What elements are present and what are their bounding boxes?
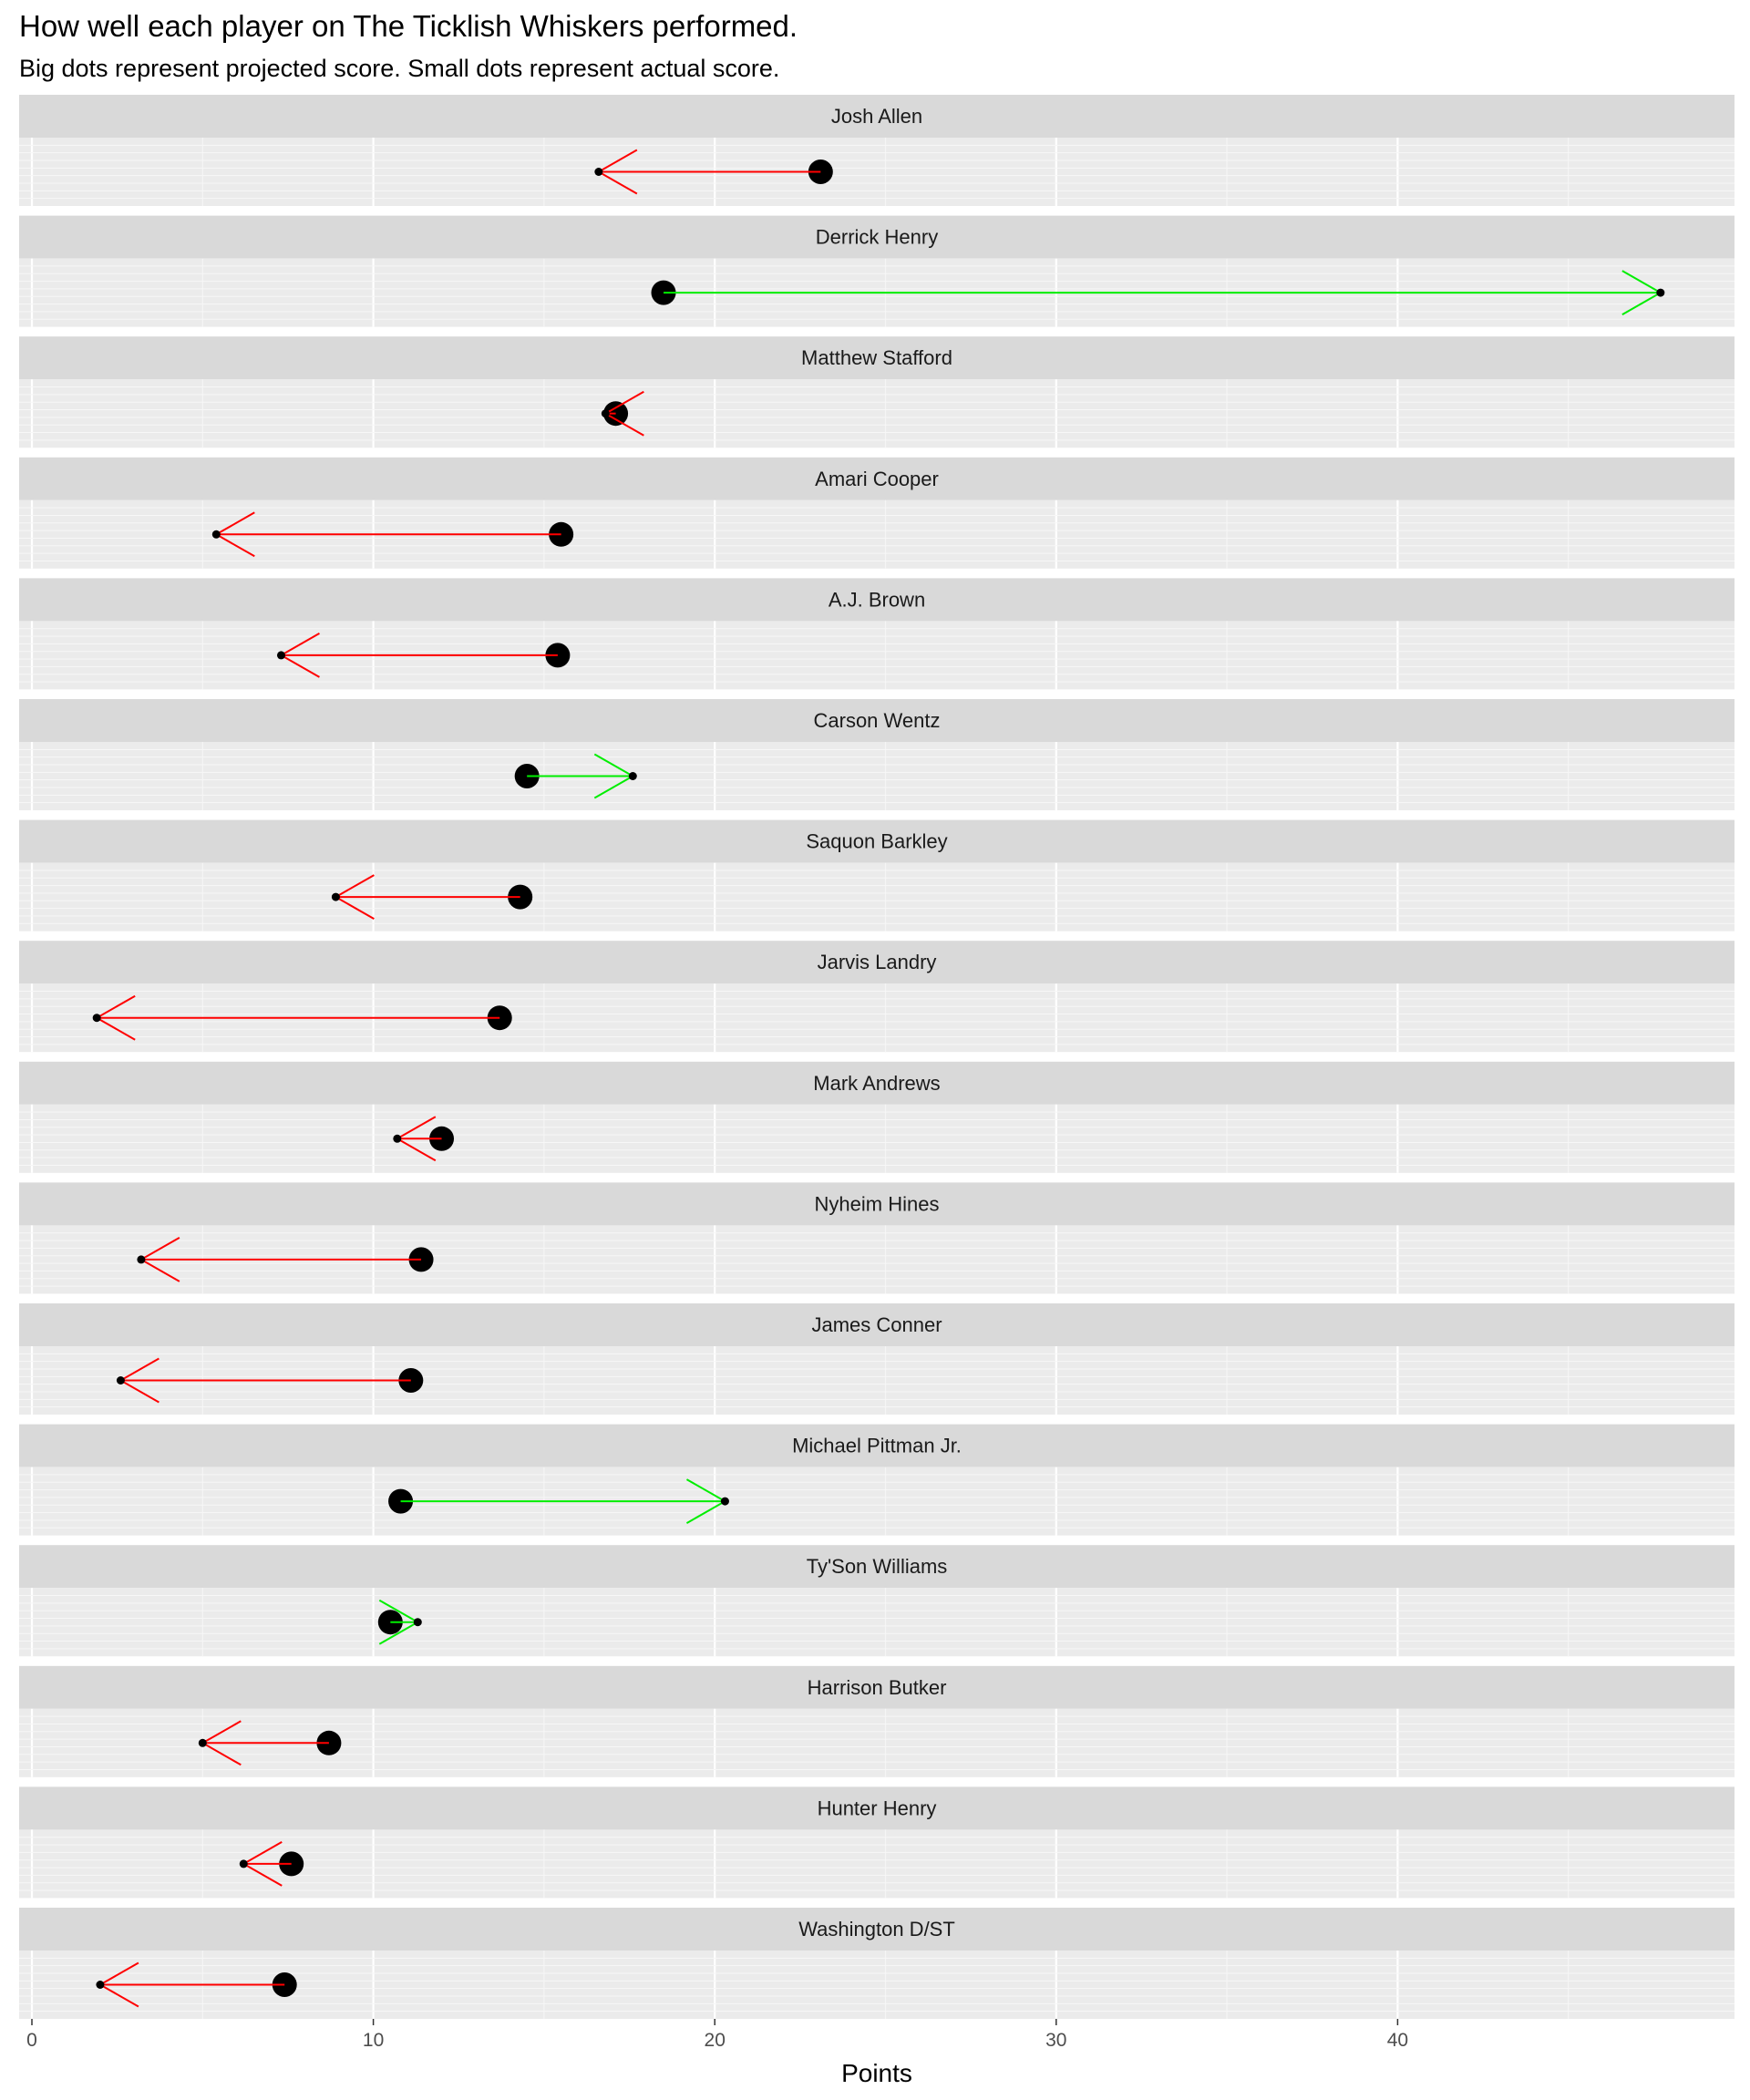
actual-score-dot xyxy=(601,409,610,418)
actual-score-dot xyxy=(1656,288,1665,297)
actual-score-dot xyxy=(116,1376,125,1385)
facet-strip xyxy=(19,1545,1735,1589)
facet-strip-label: Michael Pittman Jr. xyxy=(792,1435,962,1457)
facet-jarvis-landry: Jarvis Landry xyxy=(19,941,1735,1053)
facet-strip xyxy=(19,578,1735,622)
actual-score-dot xyxy=(331,892,340,901)
x-axis-tick-label: 0 xyxy=(26,2030,37,2051)
facet-strip xyxy=(19,95,1735,138)
x-axis: 0 10 20 30 40 xyxy=(26,2019,1408,2051)
x-axis-tick-label: 20 xyxy=(705,2030,726,2051)
facet-matthew-stafford: Matthew Stafford xyxy=(19,336,1735,448)
facet-derrick-henry: Derrick Henry xyxy=(19,215,1735,327)
facet-carson-wentz: Carson Wentz xyxy=(19,699,1735,810)
facet-strip-label: Derrick Henry xyxy=(816,226,938,249)
facet-strip xyxy=(19,941,1735,984)
facet-ty-son-williams: Ty'Son Williams xyxy=(19,1545,1735,1657)
facet-panel xyxy=(19,1104,1735,1173)
facet-strip xyxy=(19,215,1735,259)
facet-strip xyxy=(19,1665,1735,1709)
actual-score-dot xyxy=(198,1738,207,1747)
x-axis-tick-label: 10 xyxy=(363,2030,384,2051)
actual-score-dot xyxy=(137,1255,146,1264)
facet-panel xyxy=(19,1588,1735,1657)
facet-strip-label: Hunter Henry xyxy=(818,1796,937,1819)
facet-hunter-henry: Hunter Henry xyxy=(19,1786,1735,1899)
x-axis-tick-label: 30 xyxy=(1045,2030,1066,2051)
facet-strip xyxy=(19,1908,1735,1951)
actual-score-dot xyxy=(594,168,603,176)
facet-strip-label: Jarvis Landry xyxy=(818,951,937,973)
chart-subtitle: Big dots represent projected score. Smal… xyxy=(19,55,779,82)
facet-nyheim-hines: Nyheim Hines xyxy=(19,1182,1735,1294)
actual-score-dot xyxy=(92,1014,101,1023)
facet-strip-label: Saquon Barkley xyxy=(806,830,947,853)
actual-score-dot xyxy=(239,1859,248,1868)
facet-strip xyxy=(19,1303,1735,1346)
facet-strip-label: Amari Cooper xyxy=(815,468,939,490)
facet-strip-label: Harrison Butker xyxy=(808,1676,947,1699)
facet-strip-label: Washington D/ST xyxy=(798,1918,955,1940)
facet-harrison-butker: Harrison Butker xyxy=(19,1665,1735,1777)
facet-strip xyxy=(19,1061,1735,1105)
facet-panel xyxy=(19,1467,1735,1536)
facet-strip xyxy=(19,336,1735,380)
facet-panel xyxy=(19,862,1735,932)
facet-strip-label: Josh Allen xyxy=(831,105,922,128)
facet-strip xyxy=(19,457,1735,500)
actual-score-dot xyxy=(276,651,285,660)
facet-panel xyxy=(19,1829,1735,1899)
actual-score-dot xyxy=(211,530,221,539)
facet-panel xyxy=(19,742,1735,810)
actual-score-dot xyxy=(628,772,637,780)
actual-score-dot xyxy=(413,1618,422,1627)
x-axis-title: Points xyxy=(841,2059,912,2087)
actual-score-dot xyxy=(720,1497,729,1506)
facet-strip-label: Ty'Son Williams xyxy=(807,1555,948,1578)
facet-james-conner: James Conner xyxy=(19,1303,1735,1415)
facet-panels: Josh Allen Derrick Henry Matthew Stafford A… xyxy=(19,95,1735,2019)
facet-strip-label: Mark Andrews xyxy=(813,1072,940,1095)
facet-strip-label: A.J. Brown xyxy=(829,588,925,611)
facet-panel xyxy=(19,1951,1735,2019)
facet-strip-label: Nyheim Hines xyxy=(815,1192,940,1215)
chart-title: How well each player on The Ticklish Whi… xyxy=(19,9,798,43)
facet-panel xyxy=(19,621,1735,690)
facet-mark-andrews: Mark Andrews xyxy=(19,1061,1735,1173)
facet-strip xyxy=(19,1424,1735,1467)
facet-washington-d-st: Washington D/ST xyxy=(19,1908,1735,2019)
facet-strip-label: James Conner xyxy=(811,1313,942,1336)
facet-strip xyxy=(19,819,1735,863)
facet-panel xyxy=(19,379,1735,448)
facet-josh-allen: Josh Allen xyxy=(19,95,1735,206)
facet-a-j-brown: A.J. Brown xyxy=(19,578,1735,690)
actual-score-dot xyxy=(96,1981,105,1989)
facet-strip xyxy=(19,1182,1735,1226)
facet-saquon-barkley: Saquon Barkley xyxy=(19,819,1735,932)
facet-michael-pittman-jr: Michael Pittman Jr. xyxy=(19,1424,1735,1536)
actual-score-dot xyxy=(393,1134,402,1143)
facet-amari-cooper: Amari Cooper xyxy=(19,457,1735,569)
facet-strip-label: Matthew Stafford xyxy=(801,346,952,369)
facet-strip-label: Carson Wentz xyxy=(814,709,941,732)
facet-panel xyxy=(19,138,1735,206)
x-axis-tick-label: 40 xyxy=(1387,2030,1408,2051)
facet-strip xyxy=(19,699,1735,742)
facet-strip xyxy=(19,1786,1735,1830)
